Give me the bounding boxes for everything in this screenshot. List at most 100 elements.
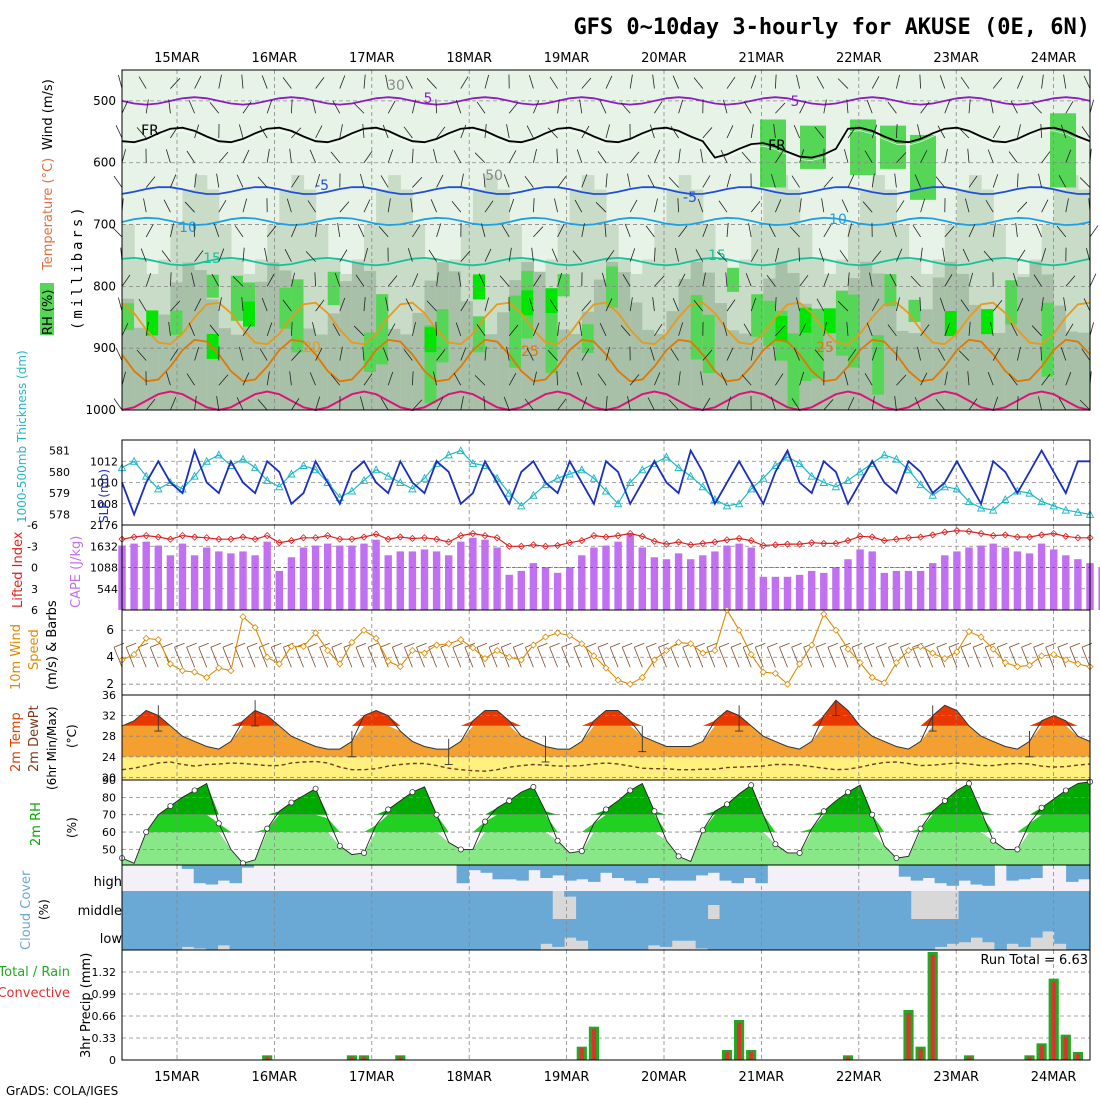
wind-barb — [551, 248, 558, 262]
wind-barb — [869, 272, 873, 287]
rh2m-point — [530, 783, 537, 790]
cloud-cell — [958, 865, 971, 881]
wind-barb — [332, 323, 341, 337]
cloud-cell — [265, 919, 278, 950]
cloud-cell — [707, 865, 721, 873]
rh2m-point — [143, 829, 150, 835]
wind-barb — [992, 223, 996, 237]
wind-barb — [1041, 297, 1044, 312]
run-total-label: Run Total = 6.63 — [980, 953, 1088, 968]
cloud-cell — [564, 891, 577, 897]
wind-barb — [557, 398, 567, 411]
wind-barb — [629, 374, 640, 386]
wind-barb — [847, 397, 855, 411]
panel-border — [121, 69, 1091, 411]
cloud-cell — [695, 919, 709, 949]
wind-barb — [839, 249, 849, 262]
wind-barb — [654, 372, 661, 386]
wind-barb — [315, 77, 325, 89]
cape-bar — [783, 576, 792, 610]
wind-barb — [1060, 347, 1067, 361]
wind-barb — [987, 149, 994, 163]
temp-tick-label: 32 — [102, 710, 116, 723]
wind-barb — [194, 173, 197, 188]
top-date-label: 17MAR — [349, 51, 395, 66]
wind-barb — [501, 642, 512, 648]
wind-barb — [700, 148, 704, 163]
wind-barb — [222, 642, 234, 648]
cape-bar — [154, 545, 163, 610]
wind-barb — [1065, 198, 1069, 213]
thickness-point — [601, 486, 611, 495]
thickness-point — [299, 461, 308, 469]
cloud-cell — [528, 919, 541, 950]
wind-barb — [1012, 272, 1018, 287]
thickness-point — [904, 465, 913, 474]
wind-barb — [533, 322, 540, 336]
cloud-cell — [898, 865, 912, 877]
cape-bar — [336, 545, 344, 610]
rh-shade-bright — [243, 301, 256, 327]
wind-speed-point — [469, 644, 477, 652]
wind-speed-point — [287, 642, 295, 650]
rh2m-point — [385, 806, 392, 813]
rh2m-point — [215, 820, 222, 827]
wind-barb — [460, 124, 467, 139]
wind-barb — [605, 173, 608, 188]
isotherm-line — [121, 96, 1091, 106]
wind-barb — [236, 174, 244, 188]
wind-barb — [706, 647, 716, 668]
cloud-cell — [468, 919, 482, 950]
bottom-date-label: 20MAR — [641, 1070, 687, 1085]
cape-bar — [602, 545, 610, 610]
wind-barb — [645, 225, 655, 238]
cloud-cell — [611, 891, 625, 919]
thickness-point — [759, 473, 768, 482]
precip-convective-bar — [906, 1013, 911, 1060]
cloud-cell — [671, 865, 685, 881]
wind-barb — [896, 374, 907, 386]
wind-speed-point — [650, 656, 658, 664]
lifted-index-point — [868, 533, 876, 541]
wind-barb — [948, 642, 960, 648]
cloud-cell — [647, 865, 661, 878]
thickness-point — [964, 497, 974, 506]
wind-barb — [484, 124, 487, 139]
wind-barb — [775, 373, 784, 386]
wind-barb — [871, 298, 880, 312]
wind-barb — [821, 198, 825, 213]
cape-bar — [686, 559, 695, 610]
wind-barb — [900, 642, 911, 648]
cloud-cell — [564, 865, 577, 881]
wind-barb — [718, 647, 728, 668]
cloud-cell — [564, 919, 577, 938]
lifted-index-point — [287, 537, 295, 545]
wind-barb — [992, 77, 1003, 89]
wind-barb — [574, 199, 583, 213]
rh-shade-dark — [400, 334, 413, 410]
wind-barb — [862, 201, 873, 213]
precip-convective-bar — [1075, 1053, 1080, 1060]
wind-barb — [218, 74, 222, 89]
cloud-cell — [540, 919, 553, 944]
wind-barb — [629, 297, 633, 312]
lifted-index-point — [324, 532, 332, 540]
cloud-cell — [839, 919, 852, 950]
wind-speed-point — [166, 660, 174, 668]
wind-barb — [875, 647, 885, 668]
wind-speed-point — [372, 634, 380, 642]
contour-label: -5 — [683, 190, 697, 206]
wind-barb — [259, 125, 268, 139]
wind-barb — [387, 198, 391, 213]
wind-barb — [958, 127, 970, 139]
wind-barb — [1057, 642, 1068, 648]
wind-barb — [912, 224, 921, 238]
wind-speed-point — [191, 668, 199, 676]
wind-barb — [305, 251, 316, 262]
isotherm-line — [121, 301, 1091, 346]
wind-barb — [843, 371, 849, 386]
wind-barb — [920, 198, 926, 213]
rh-shade-green — [884, 274, 897, 307]
wind-speed-point — [1074, 660, 1082, 668]
wind-barb — [581, 300, 592, 312]
